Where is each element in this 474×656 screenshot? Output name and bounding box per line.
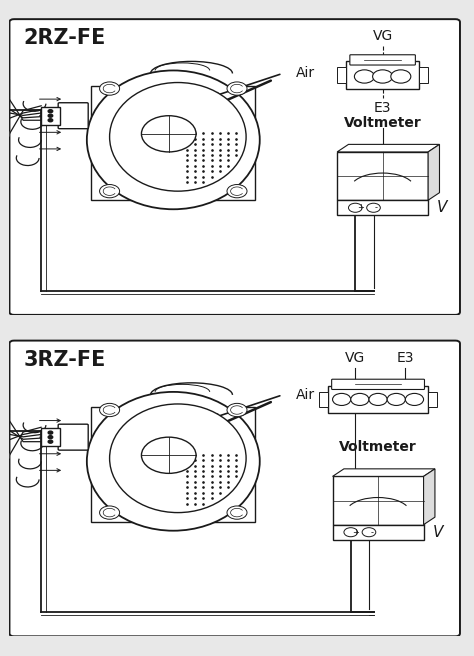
FancyBboxPatch shape <box>350 54 415 65</box>
Bar <box>328 386 428 413</box>
Circle shape <box>100 184 119 198</box>
Circle shape <box>100 506 119 520</box>
Circle shape <box>351 394 369 405</box>
Bar <box>41 428 60 446</box>
Bar <box>319 392 328 407</box>
Text: +: + <box>356 203 364 213</box>
Circle shape <box>48 119 53 122</box>
Text: V: V <box>433 525 443 540</box>
Bar <box>91 85 255 200</box>
Circle shape <box>369 394 387 405</box>
Bar <box>333 525 424 540</box>
Text: E3: E3 <box>374 100 392 115</box>
Bar <box>333 476 424 525</box>
Text: E3: E3 <box>397 351 414 365</box>
Bar <box>0 453 9 458</box>
Circle shape <box>227 82 247 95</box>
Polygon shape <box>333 469 435 476</box>
Text: Air: Air <box>296 66 315 81</box>
Ellipse shape <box>109 83 246 191</box>
Text: VG: VG <box>373 30 393 43</box>
Circle shape <box>355 70 374 83</box>
Circle shape <box>391 70 411 83</box>
Text: Voltmeter: Voltmeter <box>344 115 421 130</box>
Circle shape <box>48 431 53 434</box>
Circle shape <box>227 184 247 198</box>
Ellipse shape <box>109 404 246 512</box>
Text: Air: Air <box>296 388 315 402</box>
Bar <box>346 62 419 89</box>
Circle shape <box>373 70 392 83</box>
Bar <box>337 200 428 215</box>
Circle shape <box>348 203 362 213</box>
Bar <box>0 131 9 136</box>
Circle shape <box>100 403 119 417</box>
Bar <box>428 392 437 407</box>
Text: -: - <box>375 203 378 213</box>
Text: -: - <box>370 527 374 537</box>
FancyBboxPatch shape <box>9 340 460 636</box>
Bar <box>419 68 428 83</box>
Circle shape <box>227 403 247 417</box>
Ellipse shape <box>87 70 260 209</box>
Bar <box>91 407 255 522</box>
Circle shape <box>48 436 53 439</box>
Circle shape <box>362 527 376 537</box>
Polygon shape <box>424 469 435 525</box>
Bar <box>337 68 346 83</box>
Text: VG: VG <box>345 351 365 365</box>
Circle shape <box>344 527 357 537</box>
FancyBboxPatch shape <box>332 379 425 390</box>
Text: +: + <box>352 527 359 537</box>
Circle shape <box>227 506 247 520</box>
Polygon shape <box>428 144 439 200</box>
Circle shape <box>100 82 119 95</box>
Bar <box>41 107 60 125</box>
FancyBboxPatch shape <box>9 19 460 315</box>
Polygon shape <box>337 144 439 152</box>
Circle shape <box>48 110 53 113</box>
Circle shape <box>141 437 196 474</box>
Circle shape <box>333 394 351 405</box>
Ellipse shape <box>87 392 260 531</box>
Circle shape <box>367 203 380 213</box>
Circle shape <box>387 394 405 405</box>
FancyBboxPatch shape <box>58 103 88 129</box>
Text: V: V <box>437 200 447 215</box>
Circle shape <box>405 394 424 405</box>
Circle shape <box>48 114 53 117</box>
Text: 3RZ-FE: 3RZ-FE <box>23 350 106 369</box>
FancyBboxPatch shape <box>58 424 88 450</box>
Circle shape <box>48 440 53 443</box>
Text: 2RZ-FE: 2RZ-FE <box>23 28 106 48</box>
Circle shape <box>141 115 196 152</box>
Text: Voltmeter: Voltmeter <box>339 440 417 454</box>
Bar <box>337 152 428 200</box>
